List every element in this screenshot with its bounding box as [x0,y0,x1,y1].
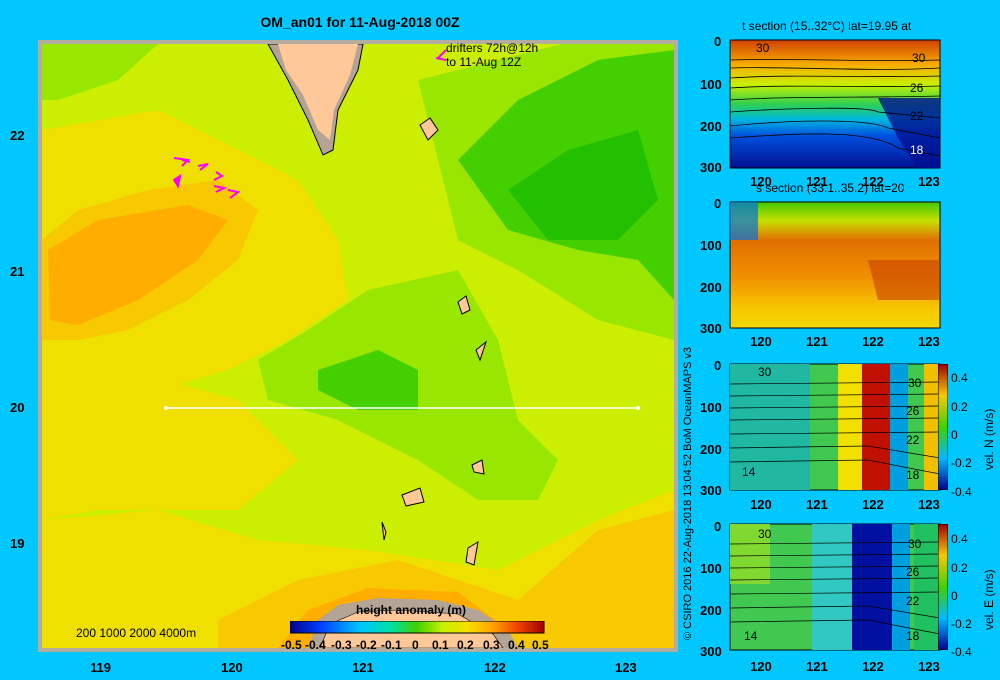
x-tick: 122 [862,174,884,189]
y-tick: 0 [714,358,722,373]
cbar-tick: -0.1 [381,638,402,652]
map-x-tick: 119 [90,660,111,675]
map-x-tick: 123 [615,660,637,675]
x-tick: 123 [918,497,940,512]
x-tick: 121 [806,174,828,189]
contour-label: 22 [906,594,920,608]
cbar-tick: -0.2 [356,638,377,652]
x-tick: 120 [750,659,772,674]
vel-tick: -0.4 [951,485,972,499]
x-tick: 120 [750,174,772,189]
s-section-title: s section (33.1..35.2) lat=20 [756,181,905,195]
drifter-arrows [172,49,447,199]
cbar-tick: 0 [412,638,419,652]
y-tick: 300 [700,321,722,336]
vel-tick: 0 [951,589,958,603]
contour-label: 18 [906,629,920,643]
contour-label: 30 [756,41,770,55]
map-x-tick: 120 [221,660,243,675]
contour-label: 14 [742,465,756,479]
y-tick: 300 [700,644,722,659]
colorbar-title: height anomaly (m) [356,603,467,617]
y-tick: 0 [714,196,722,211]
contour-label: 26 [906,565,920,579]
x-tick: 121 [806,659,828,674]
cbar-tick: 0.3 [483,638,500,652]
contour-label: 18 [910,143,924,157]
vel-tick: 0 [951,428,958,442]
y-tick: 200 [700,603,722,618]
y-tick: 100 [700,77,722,92]
contour-label: 26 [910,81,924,95]
contour-label: 30 [908,537,922,551]
cbar-tick: 0.5 [532,638,549,652]
vel-tick: -0.2 [951,456,972,470]
x-tick: 121 [806,334,828,349]
x-tick: 123 [918,334,940,349]
vel-tick: 0.2 [951,400,968,414]
cbar-tick: -0.5 [281,638,302,652]
credit-text: © CSIRO 2016 22-Aug-2018 13:04:52 BoM Oc… [682,346,694,640]
t-section-title: t section (15..32°C) lat=19.95 at [742,19,912,33]
x-tick: 123 [918,174,940,189]
contour-label: 30 [758,365,772,379]
contour-label: 26 [906,404,920,418]
vel-e-label: vel. E (m/s) [982,569,996,630]
x-tick: 122 [862,334,884,349]
map-y-tick: 22 [10,128,25,143]
x-tick: 121 [806,497,828,512]
map-x-tick: 122 [484,660,506,675]
x-tick: 120 [750,497,772,512]
map-x-tick: 121 [352,660,374,675]
y-tick: 200 [700,280,722,295]
map-title: OM_an01 for 11-Aug-2018 00Z [260,14,460,30]
y-tick: 300 [700,483,722,498]
contour-label: 30 [758,527,772,541]
map-y-tick: 21 [10,264,25,279]
y-tick: 0 [714,34,722,49]
x-tick: 122 [862,497,884,512]
contour-label: 22 [906,433,920,447]
contour-label: 30 [908,376,922,390]
y-tick: 100 [700,238,722,253]
contour-label: 18 [906,468,920,482]
cbar-tick: -0.3 [331,638,352,652]
t-section-plot [729,39,941,169]
x-tick: 120 [750,334,772,349]
vel-tick: 0.4 [951,532,968,546]
cbar-tick: -0.4 [305,638,326,652]
vel-tick: 0.4 [951,371,968,385]
n-velocity-plot [729,363,941,491]
vel-tick: -0.4 [951,645,972,659]
e-velocity-colorbar [938,524,948,650]
y-tick: 200 [700,442,722,457]
cbar-tick: 0.1 [432,638,449,652]
vel-tick: -0.2 [951,617,972,631]
n-velocity-colorbar [938,364,948,490]
y-tick: 100 [700,400,722,415]
height-colorbar [290,621,545,634]
x-tick: 122 [862,659,884,674]
cbar-tick: 0.2 [457,638,474,652]
drifters-legend-line1: drifters 72h@12h [446,41,539,55]
cbar-tick: 0.4 [508,638,525,652]
depth-legend: 200 1000 2000 4000m [76,626,197,640]
s-section-plot [729,201,941,329]
map-y-tick: 20 [10,400,25,415]
contour-label: 30 [912,51,926,65]
vel-tick: 0.2 [951,561,968,575]
contour-label: 22 [910,109,924,123]
e-velocity-plot [729,523,941,651]
height-anomaly-map [38,40,678,652]
y-tick: 100 [700,561,722,576]
x-tick: 123 [918,659,940,674]
contour-label: 14 [744,629,758,643]
y-tick: 200 [700,119,722,134]
drifters-legend-line2: to 11-Aug 12Z [446,55,522,69]
map-y-tick: 19 [10,536,25,551]
vel-n-label: vel. N (m/s) [982,408,996,470]
y-tick: 300 [700,160,722,175]
y-tick: 0 [714,519,722,534]
